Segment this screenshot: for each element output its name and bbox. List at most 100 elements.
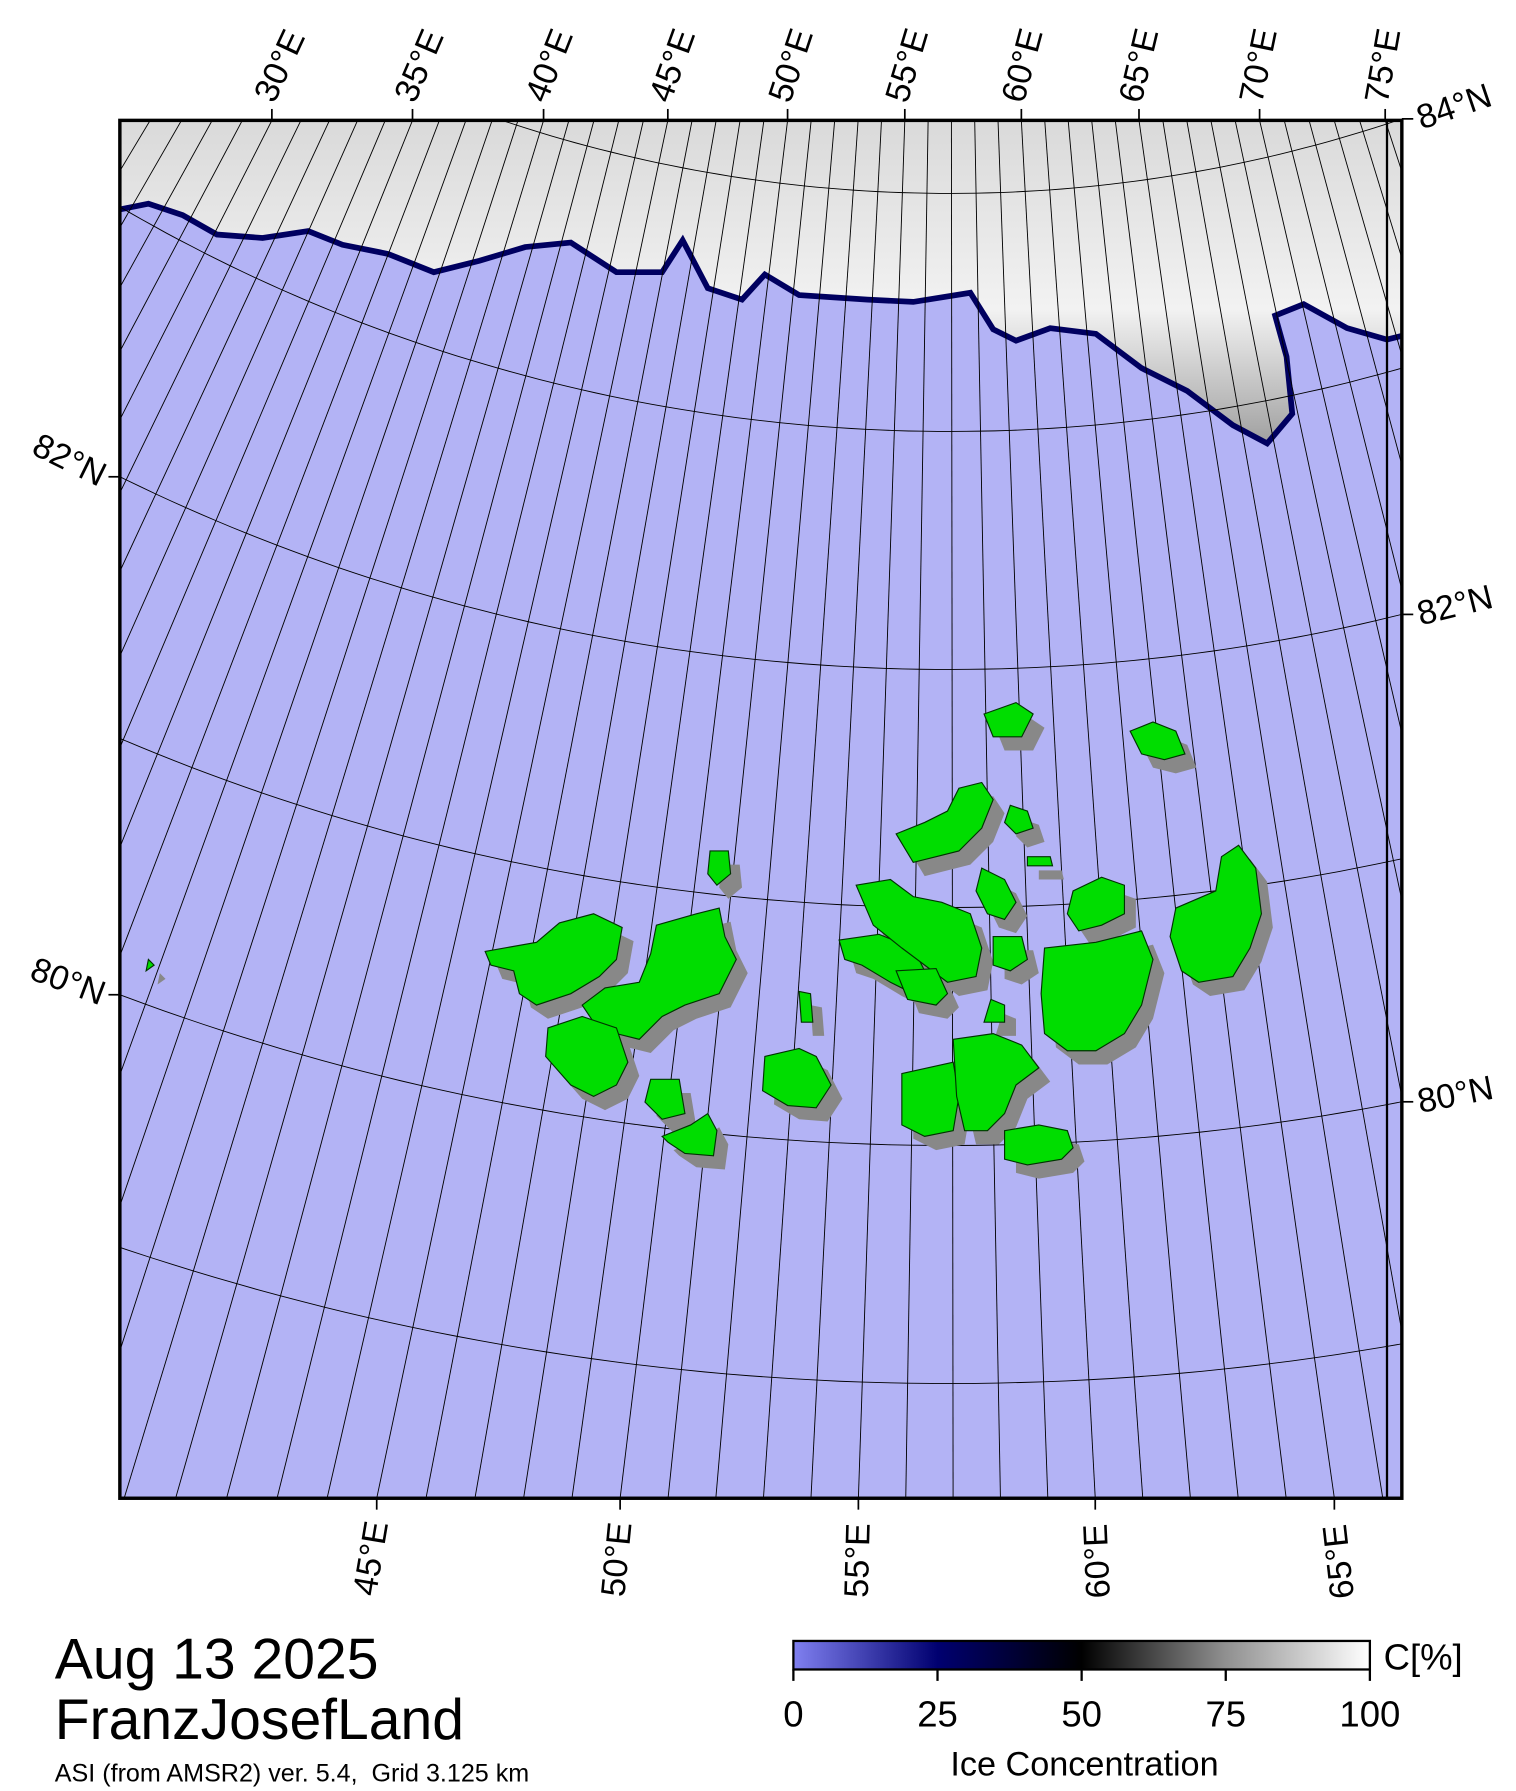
colorbar-title: Ice Concentration	[950, 1746, 1218, 1784]
meridian	[119, 120, 414, 849]
colorbar-tick-label: 75	[1205, 1694, 1246, 1735]
island	[1169, 844, 1263, 983]
island	[484, 913, 623, 1006]
colorbar-ramp	[792, 1639, 1372, 1671]
source-note: ASI (from AMSR2) ver. 5.4, Grid 3.125 km	[55, 1759, 529, 1787]
island	[855, 878, 983, 983]
island	[975, 867, 1017, 921]
island	[952, 1033, 1040, 1132]
parallel	[119, 994, 1402, 1146]
lon-label: 75°E	[1358, 26, 1408, 106]
meridian	[119, 120, 519, 1353]
lon-label: 60°E	[1077, 1523, 1118, 1599]
island	[1004, 1124, 1074, 1166]
lon-label: 45°E	[642, 24, 703, 107]
island-shadow	[810, 1005, 825, 1036]
meridian	[715, 120, 836, 1499]
meridian	[425, 120, 693, 1499]
lon-label: 55°E	[878, 24, 936, 106]
island	[545, 1015, 629, 1098]
lon-label: 35°E	[387, 24, 451, 108]
lat-label: 80°N	[1414, 1069, 1496, 1121]
meridian	[1388, 0, 1516, 1498]
lon-label: 30°E	[247, 24, 313, 108]
island	[661, 1112, 718, 1157]
island	[1003, 804, 1034, 835]
parallel	[119, 476, 1402, 670]
meridian	[1020, 120, 1096, 1499]
lon-label: 55°E	[838, 1523, 878, 1599]
region-title: FranzJosefLand	[55, 1688, 464, 1752]
island-shadow	[1038, 870, 1064, 880]
colorbar: C[%] Ice Concentration 0 25 50 75 100	[783, 1636, 1462, 1783]
island	[901, 1061, 960, 1137]
island	[581, 907, 737, 1040]
islands	[145, 701, 1273, 1179]
meridian	[226, 120, 595, 1499]
island	[761, 1047, 832, 1109]
island	[145, 958, 155, 973]
meridian	[950, 120, 954, 1499]
meridian	[997, 120, 1049, 1499]
meridian	[376, 120, 669, 1499]
meridian	[1186, 120, 1402, 1335]
meridian	[326, 120, 644, 1499]
lat-label: 82°N	[27, 426, 112, 494]
meridian	[857, 120, 906, 1499]
island	[983, 998, 1006, 1023]
meridian	[1091, 120, 1239, 1499]
lat-label: 80°N	[25, 950, 110, 1012]
island	[1040, 930, 1154, 1052]
meridian	[619, 120, 789, 1499]
meridian	[1210, 120, 1402, 1099]
parallel	[500, 120, 1399, 194]
meridian	[1234, 120, 1402, 903]
island	[1129, 721, 1186, 761]
parallel	[119, 737, 1402, 908]
lon-label: 45°E	[346, 1518, 396, 1598]
meridian	[1067, 120, 1191, 1499]
meridian	[119, 120, 359, 658]
island	[895, 967, 949, 1006]
meridian	[175, 120, 570, 1499]
meridian	[1162, 120, 1384, 1499]
meridian	[974, 120, 1001, 1499]
lat-label: 82°N	[1413, 578, 1496, 633]
parallel	[119, 206, 1402, 432]
meridian	[667, 120, 812, 1499]
meridian	[905, 120, 929, 1499]
meridian	[810, 120, 882, 1499]
meridian	[474, 120, 717, 1499]
lon-label: 40°E	[518, 24, 581, 107]
colorbar-tick-label: 50	[1061, 1694, 1102, 1735]
lon-label: 65°E	[1316, 1522, 1362, 1600]
meridian	[762, 120, 859, 1499]
lon-label: 65°E	[1112, 25, 1166, 106]
parallel	[119, 1246, 1402, 1384]
island-shadow	[157, 973, 166, 985]
date-title: Aug 13 2025	[55, 1628, 379, 1692]
island	[644, 1078, 686, 1120]
meridian	[119, 120, 467, 1077]
meridian	[119, 120, 386, 749]
map-frame	[118, 118, 1404, 1500]
meridian	[123, 120, 545, 1499]
lat-label: 84°N	[1412, 77, 1497, 138]
island	[983, 701, 1034, 738]
lon-label: 50°E	[761, 24, 821, 107]
meridian	[1138, 120, 1335, 1499]
lon-label: 70°E	[1232, 25, 1284, 106]
colorbar-tick-label: 25	[917, 1694, 958, 1735]
lon-label: 50°E	[594, 1520, 639, 1598]
sea-ice	[119, 120, 1402, 448]
island	[1066, 876, 1126, 932]
colorbar-tick-label: 0	[783, 1694, 803, 1735]
meridian	[1044, 120, 1144, 1499]
meridian	[119, 120, 493, 1208]
meridian	[276, 120, 620, 1499]
island	[992, 936, 1029, 972]
meridian	[1114, 120, 1287, 1499]
meridian	[119, 120, 440, 958]
